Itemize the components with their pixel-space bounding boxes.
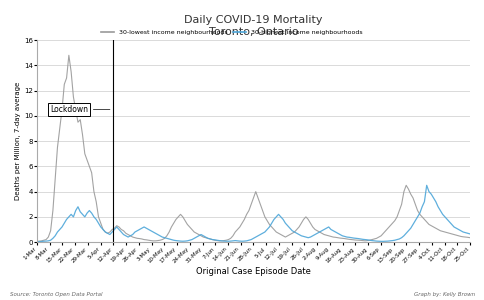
Y-axis label: Deaths per Million, 7-day average: Deaths per Million, 7-day average xyxy=(15,82,21,200)
X-axis label: Original Case Episode Date: Original Case Episode Date xyxy=(196,267,310,276)
Title: Daily COVID-19 Mortality
Toronto, Ontario: Daily COVID-19 Mortality Toronto, Ontari… xyxy=(184,15,322,37)
Text: Lockdown: Lockdown xyxy=(50,105,110,114)
Legend: 30-lowest income neighbourhoods, 30-highest income neighbourhoods: 30-lowest income neighbourhoods, 30-high… xyxy=(98,27,364,38)
Text: Source: Toronto Open Data Portal: Source: Toronto Open Data Portal xyxy=(10,292,102,297)
Text: Graph by: Kelly Brown: Graph by: Kelly Brown xyxy=(413,292,474,297)
